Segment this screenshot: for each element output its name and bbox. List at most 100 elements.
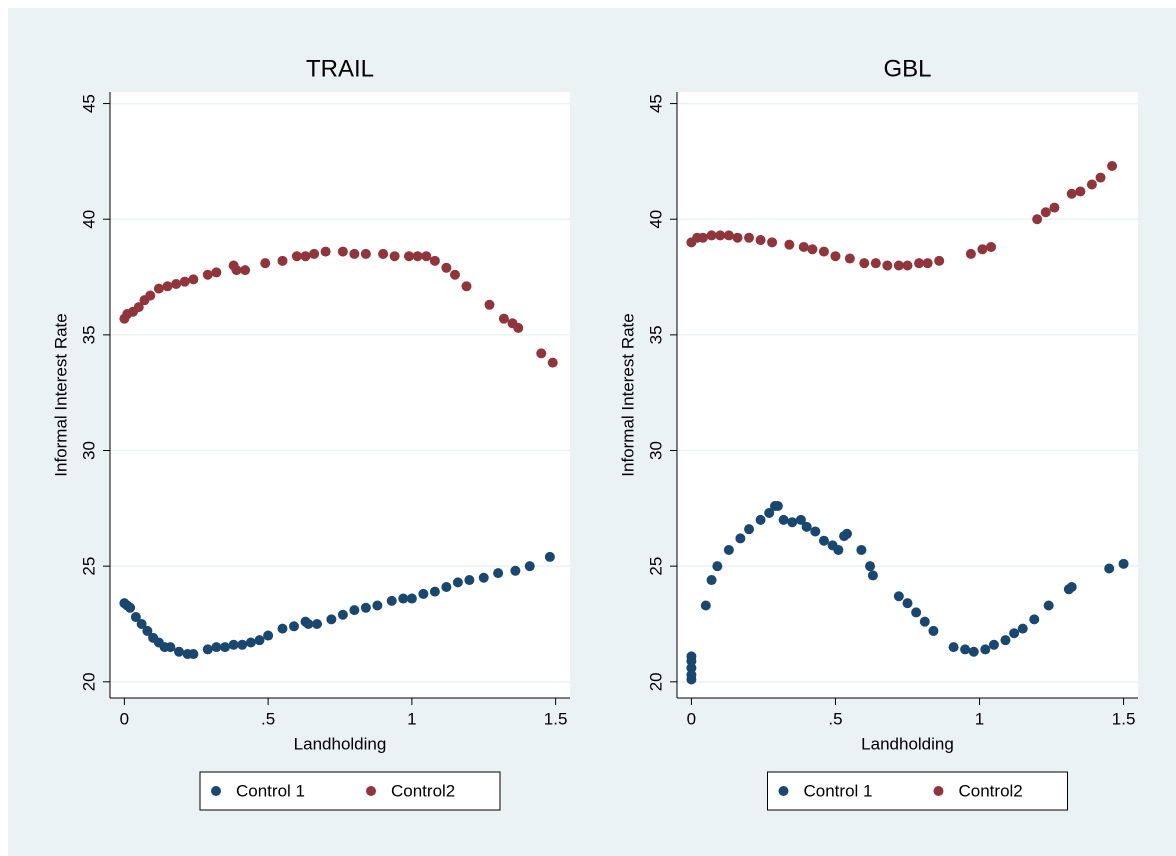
point xyxy=(303,618,314,629)
point xyxy=(723,544,734,555)
point xyxy=(715,230,726,241)
point xyxy=(498,313,509,324)
point xyxy=(798,241,809,252)
point xyxy=(133,302,144,313)
point xyxy=(960,644,971,655)
point xyxy=(977,244,988,255)
point xyxy=(544,551,555,562)
point xyxy=(320,246,331,257)
point xyxy=(1009,628,1020,639)
point xyxy=(231,265,242,276)
point xyxy=(300,251,311,262)
point xyxy=(441,262,452,273)
y-tick-label: 45 xyxy=(646,94,665,113)
point xyxy=(547,357,558,368)
x-axis-label: Landholding xyxy=(861,734,954,753)
plot-area xyxy=(677,92,1138,698)
point xyxy=(697,232,708,243)
point xyxy=(735,533,746,544)
y-tick-label: 30 xyxy=(646,441,665,460)
point xyxy=(349,248,360,259)
point xyxy=(844,253,855,264)
point xyxy=(291,251,302,262)
point xyxy=(818,246,829,257)
plot-area xyxy=(110,92,570,698)
point xyxy=(461,281,472,292)
point xyxy=(360,602,371,613)
point xyxy=(421,251,432,262)
point xyxy=(536,348,547,359)
point xyxy=(830,251,841,262)
point xyxy=(237,639,248,650)
legend-box xyxy=(767,771,1068,811)
panel: GBL 20 25 30 35 40 45 0 .5 1 1.5 Landholding Informa… xyxy=(618,55,1138,811)
point xyxy=(1066,581,1077,592)
point xyxy=(478,572,489,583)
point xyxy=(406,593,417,604)
legend-marker xyxy=(778,786,789,796)
x-tick-label: 1 xyxy=(407,709,416,728)
point xyxy=(418,588,429,599)
point xyxy=(510,565,521,576)
y-tick-label: 45 xyxy=(79,94,98,113)
point xyxy=(337,246,348,257)
point xyxy=(136,618,147,629)
point xyxy=(856,544,867,555)
point xyxy=(965,248,976,259)
point xyxy=(865,561,876,572)
legend-box xyxy=(199,771,501,811)
legend-label: Control2 xyxy=(959,781,1023,800)
point xyxy=(162,281,173,292)
x-tick-label: 1.5 xyxy=(544,709,568,728)
y-tick-label: 35 xyxy=(79,325,98,344)
point xyxy=(171,278,182,289)
point xyxy=(513,322,524,333)
point xyxy=(452,577,463,588)
point xyxy=(784,239,795,250)
point xyxy=(524,561,535,572)
point xyxy=(240,265,251,276)
point xyxy=(980,644,991,655)
point xyxy=(1029,614,1040,625)
point xyxy=(712,561,723,572)
point xyxy=(744,524,755,535)
point xyxy=(202,644,213,655)
point xyxy=(179,276,190,287)
point xyxy=(914,258,925,269)
y-axis-label: Informal Interest Rate xyxy=(51,313,70,476)
point xyxy=(859,258,870,269)
point xyxy=(1043,600,1054,611)
x-tick-label: 1 xyxy=(975,709,984,728)
x-tick-label: .5 xyxy=(261,709,275,728)
y-tick-label: 25 xyxy=(646,557,665,576)
point xyxy=(125,602,136,613)
point xyxy=(493,568,504,579)
point xyxy=(326,614,337,625)
point xyxy=(260,258,271,269)
point xyxy=(893,591,904,602)
point xyxy=(412,251,423,262)
point xyxy=(484,299,495,310)
point xyxy=(378,248,389,259)
y-tick-label: 25 xyxy=(79,557,98,576)
y-tick-label: 40 xyxy=(79,210,98,229)
point xyxy=(188,274,199,285)
point xyxy=(732,232,743,243)
legend-label: Control 1 xyxy=(804,781,873,800)
y-axis-label: Informal Interest Rate xyxy=(618,313,637,476)
point xyxy=(254,635,265,646)
point xyxy=(1086,179,1097,190)
x-tick-label: .5 xyxy=(828,709,842,728)
point xyxy=(1118,558,1129,569)
point xyxy=(1095,172,1106,183)
point xyxy=(919,616,930,627)
legend-marker xyxy=(933,786,944,796)
point xyxy=(312,618,322,629)
point xyxy=(349,605,360,616)
point xyxy=(372,600,383,611)
point xyxy=(778,514,789,525)
point xyxy=(686,669,697,680)
point xyxy=(389,251,400,262)
point xyxy=(911,607,922,618)
